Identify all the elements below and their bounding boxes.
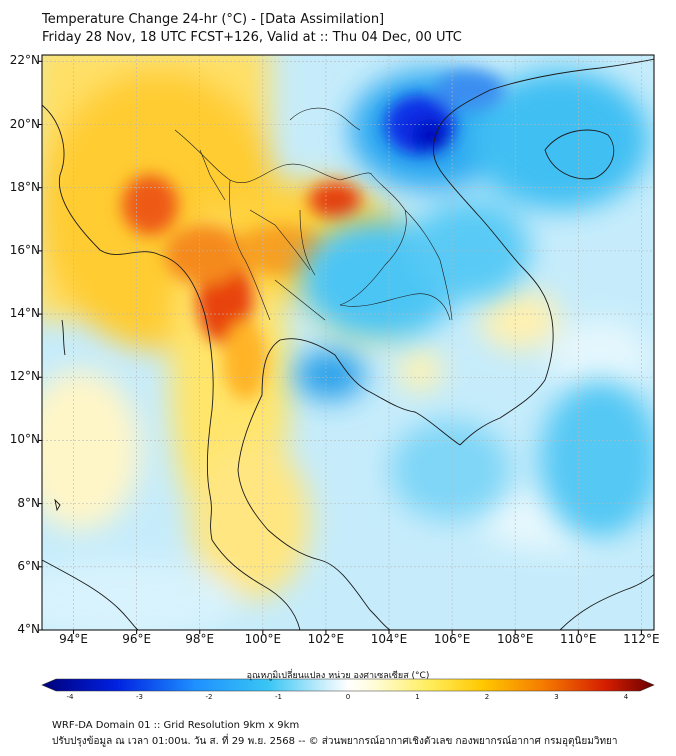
lon-label: 106°E [433, 632, 471, 646]
lon-label: 108°E [496, 632, 534, 646]
map-title: Temperature Change 24-hr (°C) - [Data As… [42, 12, 385, 27]
map-frame [41, 54, 655, 631]
colorbar-tick-label: -1 [275, 693, 282, 701]
footer-credit: ปรับปรุงข้อมูล ณ เวลา 01:00น. วัน ส. ที่… [52, 736, 618, 747]
lon-label: 96°E [122, 632, 152, 646]
map-subtitle: Friday 28 Nov, 18 UTC FCST+126, Valid at… [42, 30, 462, 45]
lat-label: 22°N [9, 53, 40, 68]
lon-label: 104°E [370, 632, 408, 646]
admin-borders [174, 107, 453, 321]
lat-label: 16°N [9, 242, 40, 257]
lat-label: 20°N [9, 116, 40, 131]
colorbar-tick-label: 2 [484, 693, 490, 701]
coastlines [42, 58, 654, 630]
lon-label: 110°E [560, 632, 597, 646]
colorbar-title: อุณหภูมิเปลี่ยนแปลง หน่วย องศาเซลเซียส (… [246, 671, 430, 681]
colorbar [41, 678, 655, 692]
footer-model-info: WRF-DA Domain 01 :: Grid Resolution 9km … [52, 720, 300, 731]
lat-label: 6°N [17, 558, 40, 573]
lat-label: 4°N [17, 622, 40, 636]
colorbar-tick-label: 3 [554, 693, 559, 701]
colorbar-tick-label: 0 [345, 693, 351, 701]
lon-label: 112°E [623, 632, 660, 646]
lat-label: 8°N [17, 495, 40, 510]
lat-label: 10°N [9, 432, 40, 447]
lon-label: 98°E [185, 632, 215, 646]
lon-label: 100°E [244, 632, 282, 646]
temperature-field [42, 55, 654, 630]
lon-label: 94°E [59, 632, 88, 646]
colorbar-tick-label: 1 [415, 693, 420, 701]
colorbar-tick-label: -4 [66, 693, 74, 701]
colorbar-tick-label: 4 [623, 693, 629, 701]
colorbar-tick-label: -2 [205, 693, 213, 701]
lat-label: 18°N [9, 179, 40, 194]
lat-label: 12°N [9, 369, 40, 384]
colorbar-tick-label: -3 [136, 693, 143, 701]
lat-label: 14°N [9, 306, 40, 321]
lon-label: 102°E [307, 632, 345, 646]
